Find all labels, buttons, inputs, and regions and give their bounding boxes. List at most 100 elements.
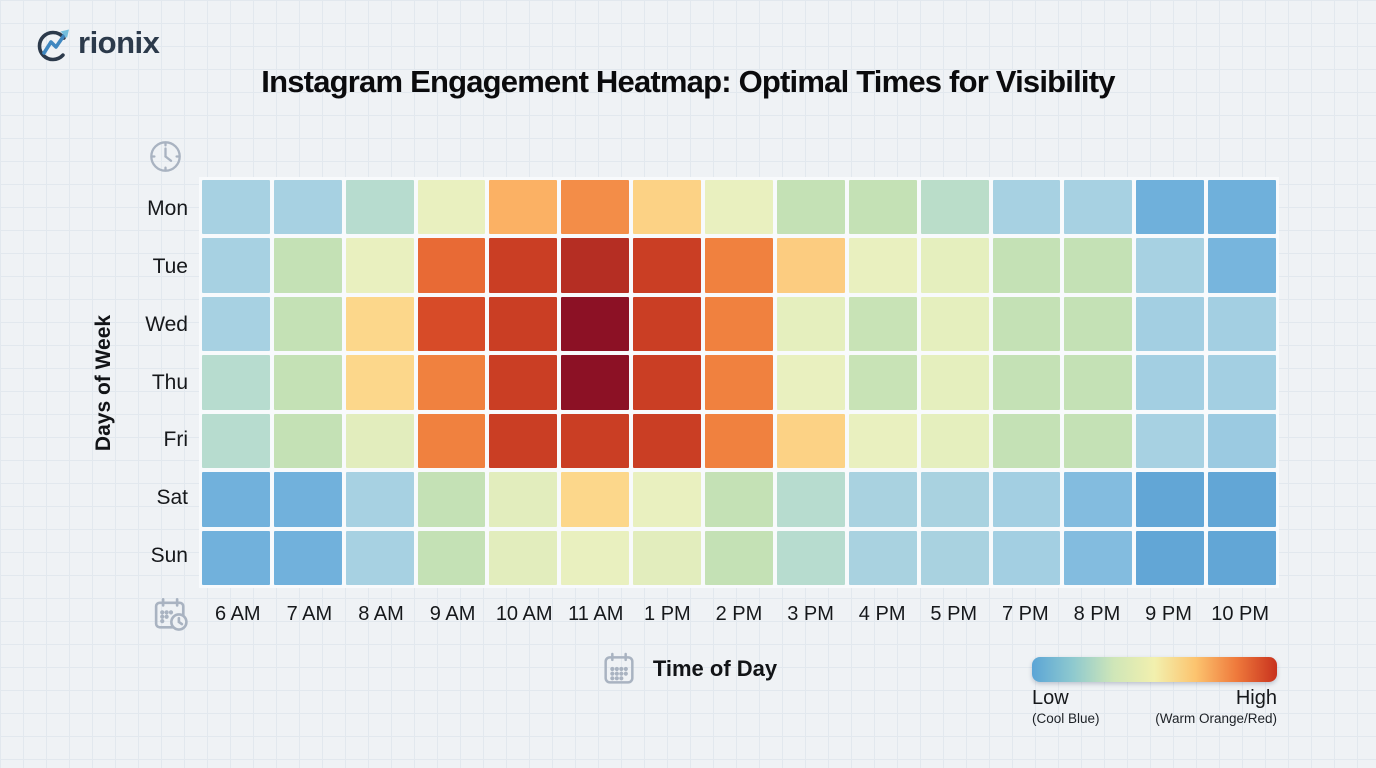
heatmap-cell — [561, 530, 630, 585]
heatmap-cell — [705, 413, 773, 469]
heatmap-cell — [345, 180, 414, 235]
brand-logo: rionix — [34, 22, 160, 64]
hour-label: 5 PM — [930, 602, 978, 625]
heatmap-cell — [705, 530, 773, 585]
heatmap-cell — [561, 413, 630, 469]
heatmap-cell — [561, 296, 630, 352]
heatmap-cell — [633, 238, 702, 293]
heatmap-cell — [920, 238, 989, 293]
heatmap-cell — [417, 530, 486, 585]
heatmap-cell — [273, 530, 342, 585]
heatmap-cell — [992, 530, 1061, 585]
heatmap-cell — [920, 472, 989, 527]
heatmap-cell — [705, 472, 773, 527]
heatmap-cell — [417, 472, 486, 527]
heatmap-cell — [202, 472, 270, 527]
heatmap-cell — [920, 355, 989, 410]
heatmap-cell — [992, 238, 1061, 293]
heatmap-cell — [1208, 355, 1276, 410]
hour-label: 9 PM — [1145, 602, 1192, 625]
heatmap-cell — [202, 238, 270, 293]
legend-gradient-bar — [1032, 657, 1277, 682]
heatmap-cell — [848, 413, 917, 469]
heatmap-cell — [1064, 238, 1133, 293]
legend-low-sublabel: (Cool Blue) — [1032, 711, 1100, 726]
heatmap-cell — [1064, 530, 1133, 585]
heatmap-cell — [992, 472, 1061, 527]
heatmap-cell — [992, 355, 1061, 410]
heatmap-cell — [992, 296, 1061, 352]
day-label: Sun — [150, 544, 188, 568]
heatmap-cell — [561, 472, 630, 527]
heatmap-cell — [1064, 413, 1133, 469]
hour-label: 1 PM — [644, 602, 691, 625]
day-label: Tue — [152, 254, 188, 278]
heatmap-cell — [1208, 296, 1276, 352]
hour-label: 10 PM — [1211, 602, 1270, 625]
heatmap-cell — [273, 296, 342, 352]
brand-name: rionix — [78, 25, 160, 60]
heatmap-cell — [1064, 180, 1133, 235]
heatmap-cell — [776, 296, 845, 352]
heatmap-cell — [848, 180, 917, 235]
heatmap-cell — [1208, 180, 1276, 235]
heatmap-cell — [202, 355, 270, 410]
day-label: Sat — [156, 486, 188, 510]
heatmap-cell — [776, 472, 845, 527]
heatmap-cell — [345, 413, 414, 469]
hour-label: 8 PM — [1073, 602, 1121, 625]
heatmap-cell — [273, 413, 342, 469]
hour-label: 2 PM — [715, 602, 763, 625]
heatmap-cell — [1208, 472, 1276, 527]
hour-label: 7 AM — [286, 602, 333, 625]
heatmap-cell — [705, 238, 773, 293]
heatmap-cell — [1064, 355, 1133, 410]
hour-label: 11 AM — [568, 602, 624, 625]
heatmap-cell — [417, 296, 486, 352]
heatmap-cell — [776, 530, 845, 585]
heatmap-cell — [633, 296, 702, 352]
heatmap-cell — [1064, 472, 1133, 527]
hour-label: 6 AM — [215, 602, 261, 625]
heatmap-cell — [561, 180, 630, 235]
heatmap-cell — [1208, 413, 1276, 469]
heatmap-cell — [1136, 472, 1205, 527]
heatmap-cell — [705, 180, 773, 235]
heatmap-cell — [202, 413, 270, 469]
heatmap-cell — [561, 355, 630, 410]
heatmap-cell — [417, 180, 486, 235]
heatmap-cell — [776, 238, 845, 293]
heatmap-cell — [920, 413, 989, 469]
day-label: Mon — [147, 196, 188, 220]
heatmap-cell — [776, 355, 845, 410]
heatmap — [199, 177, 1279, 588]
heatmap-cell — [489, 472, 558, 527]
heatmap-cell — [920, 180, 989, 235]
x-axis-title: Time of Day — [0, 646, 1376, 692]
heatmap-cell — [489, 296, 558, 352]
heatmap-cell — [561, 238, 630, 293]
calendar-icon — [604, 652, 634, 684]
heatmap-cell — [202, 296, 270, 352]
heatmap-cell — [1136, 238, 1205, 293]
heatmap-cell — [1136, 296, 1205, 352]
heatmap-cell — [920, 296, 989, 352]
heatmap-cell — [705, 355, 773, 410]
heatmap-cell — [273, 472, 342, 527]
heatmap-cell — [345, 355, 414, 410]
heatmap-cell — [345, 472, 414, 527]
heatmap-cell — [633, 355, 702, 410]
y-axis-labels: Mon Tue Wed Thu Fri Sat Sun — [96, 180, 192, 585]
heatmap-cell — [1208, 238, 1276, 293]
hour-label: 10 AM — [495, 602, 553, 625]
day-label: Fri — [163, 428, 189, 452]
heatmap-cell — [1136, 530, 1205, 585]
heatmap-cell — [202, 530, 270, 585]
heatmap-cell — [848, 472, 917, 527]
hour-label: 8 AM — [358, 602, 404, 625]
day-label: Wed — [145, 312, 188, 336]
heatmap-cell — [417, 413, 486, 469]
x-axis-labels: 6 AM 7 AM 8 AM 9 AM 10 AM 11 AM 1 PM 2 PM 3 PM 4 … — [202, 598, 1276, 630]
heatmap-cell — [489, 413, 558, 469]
heatmap-cell — [992, 413, 1061, 469]
